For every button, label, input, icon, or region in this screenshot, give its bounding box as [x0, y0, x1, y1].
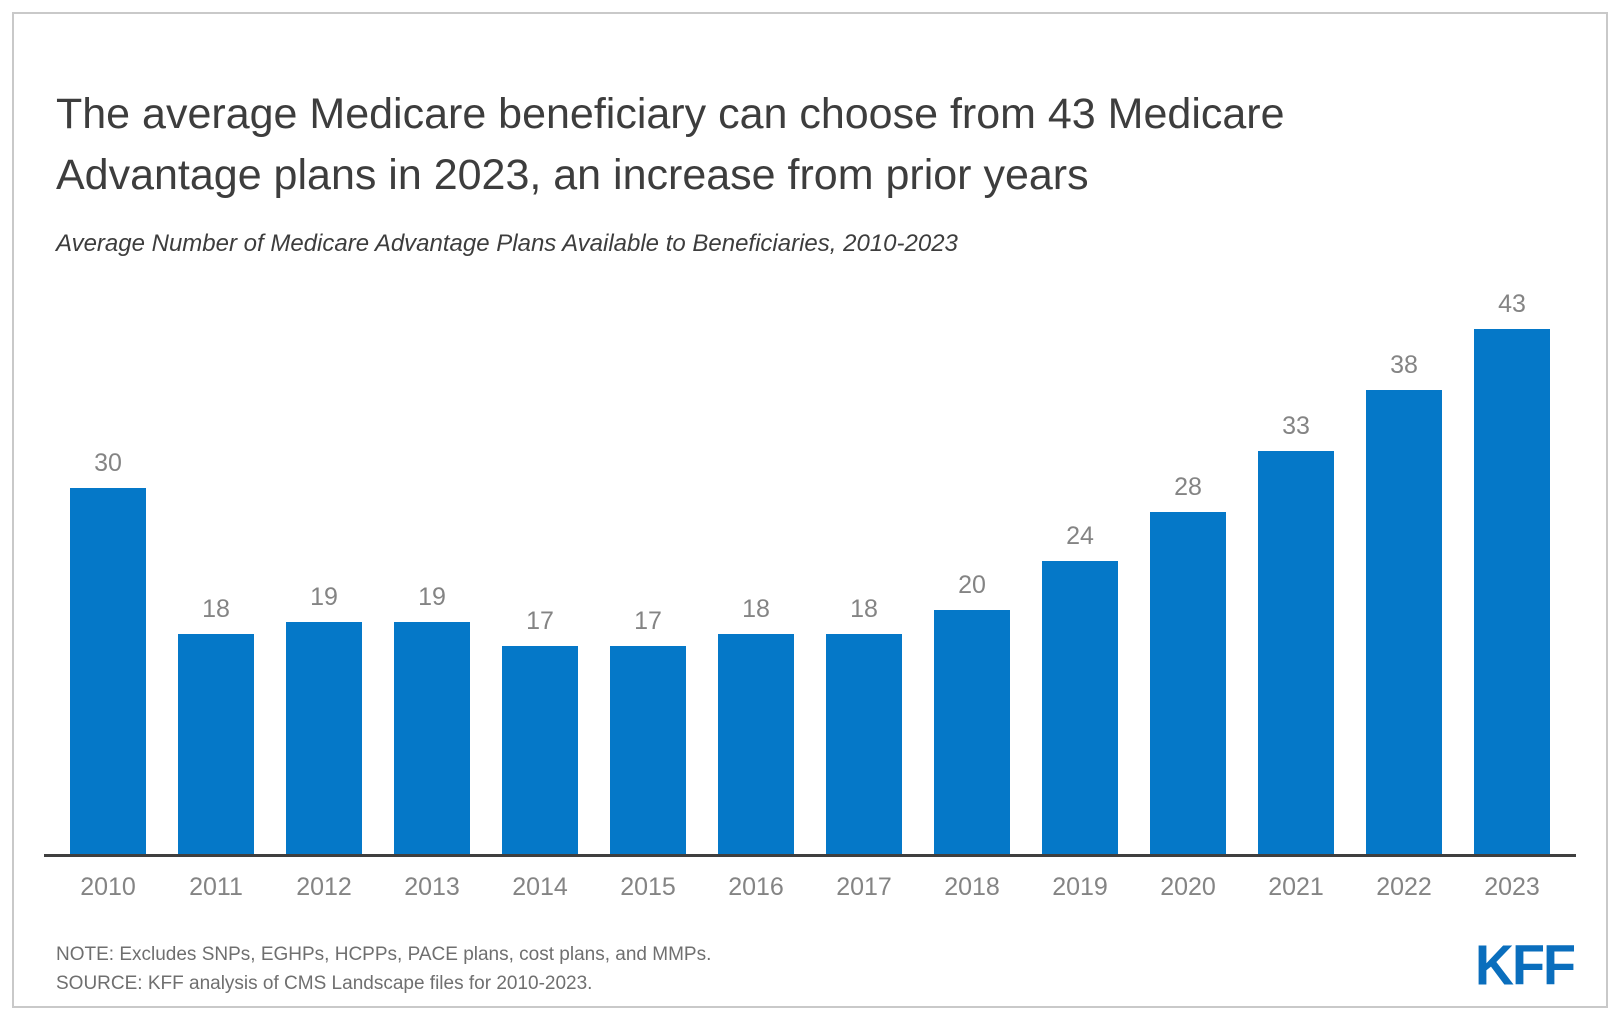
- x-axis-tick-label: 2022: [1376, 873, 1432, 902]
- bar: [1149, 512, 1227, 855]
- bar-column: 33: [1242, 412, 1350, 855]
- bar: [825, 634, 903, 855]
- bar-column: 20: [918, 571, 1026, 855]
- bar: [717, 634, 795, 855]
- x-axis-tick-label: 2014: [512, 873, 568, 902]
- bar: [501, 646, 579, 855]
- bar-column: 28: [1134, 473, 1242, 855]
- bar-value-label: 28: [1174, 473, 1202, 502]
- bar-value-label: 30: [94, 449, 122, 478]
- x-axis-tick-label: 2012: [296, 873, 352, 902]
- kff-logo: KFF: [1475, 934, 1576, 998]
- bar: [1041, 561, 1119, 855]
- x-axis-tick-label: 2019: [1052, 873, 1108, 902]
- chart-footer: NOTE: Excludes SNPs, EGHPs, HCPPs, PACE …: [56, 934, 1576, 998]
- note-source-block: NOTE: Excludes SNPs, EGHPs, HCPPs, PACE …: [56, 941, 711, 998]
- bar: [933, 610, 1011, 855]
- bar-column: 19: [270, 583, 378, 855]
- x-axis-line: [44, 854, 1576, 858]
- bar-value-label: 38: [1390, 351, 1418, 380]
- source-text: SOURCE: KFF analysis of CMS Landscape fi…: [56, 972, 593, 994]
- bar-value-label: 43: [1498, 290, 1526, 319]
- bar-column: 18: [162, 595, 270, 855]
- bar-column: 18: [702, 595, 810, 855]
- bar-column: 19: [378, 583, 486, 855]
- bar-value-label: 18: [742, 595, 770, 624]
- bar: [285, 622, 363, 855]
- note-text: NOTE: Excludes SNPs, EGHPs, HCPPs, PACE …: [56, 944, 712, 966]
- plot-area: 30 18 19 19 17 17 18 18 20 24 28 33 38 43: [44, 288, 1576, 855]
- bar-value-label: 20: [958, 571, 986, 600]
- bar-value-label: 18: [202, 595, 230, 624]
- x-axis-tick-label: 2016: [728, 873, 784, 902]
- bar-column: 43: [1458, 290, 1566, 855]
- bar: [393, 622, 471, 855]
- bar: [609, 646, 687, 855]
- bar-value-label: 33: [1282, 412, 1310, 441]
- x-axis-tick-label: 2021: [1268, 873, 1324, 902]
- x-axis-tick-label: 2010: [80, 873, 136, 902]
- bar: [1365, 390, 1443, 855]
- bar-value-label: 19: [310, 583, 338, 612]
- x-axis-tick-label: 2013: [404, 873, 460, 902]
- bar-column: 38: [1350, 351, 1458, 855]
- bar-chart: 30 18 19 19 17 17 18 18 20 24 28 33 38 43 2010 2011 201…: [44, 288, 1576, 902]
- page-title: The average Medicare beneficiary can cho…: [56, 90, 1285, 200]
- chart-subtitle: Average Number of Medicare Advantage Pla…: [56, 230, 958, 258]
- bar-value-label: 17: [526, 607, 554, 636]
- bar: [69, 488, 147, 855]
- bar-value-label: 17: [634, 607, 662, 636]
- x-axis-tick-label: 2017: [836, 873, 892, 902]
- x-axis-tick-label: 2015: [620, 873, 676, 902]
- bar: [1257, 451, 1335, 855]
- bar-column: 17: [594, 607, 702, 855]
- bar: [1473, 329, 1551, 855]
- x-axis-tick-label: 2018: [944, 873, 1000, 902]
- chart-card: The average Medicare beneficiary can cho…: [12, 12, 1608, 1008]
- x-axis-tick-label: 2011: [189, 873, 243, 902]
- bar-column: 18: [810, 595, 918, 855]
- bar-column: 17: [486, 607, 594, 855]
- x-axis-tick-label: 2020: [1160, 873, 1216, 902]
- bar-column: 24: [1026, 522, 1134, 855]
- bar-column: 30: [54, 449, 162, 855]
- bar-value-label: 19: [418, 583, 446, 612]
- bar-value-label: 24: [1066, 522, 1094, 551]
- bar-value-label: 18: [850, 595, 878, 624]
- x-axis-tick-label: 2023: [1484, 873, 1540, 902]
- x-axis-labels: 2010 2011 2012 2013 2014 2015 2016 2017 2018 2019…: [44, 857, 1576, 902]
- bar: [177, 634, 255, 855]
